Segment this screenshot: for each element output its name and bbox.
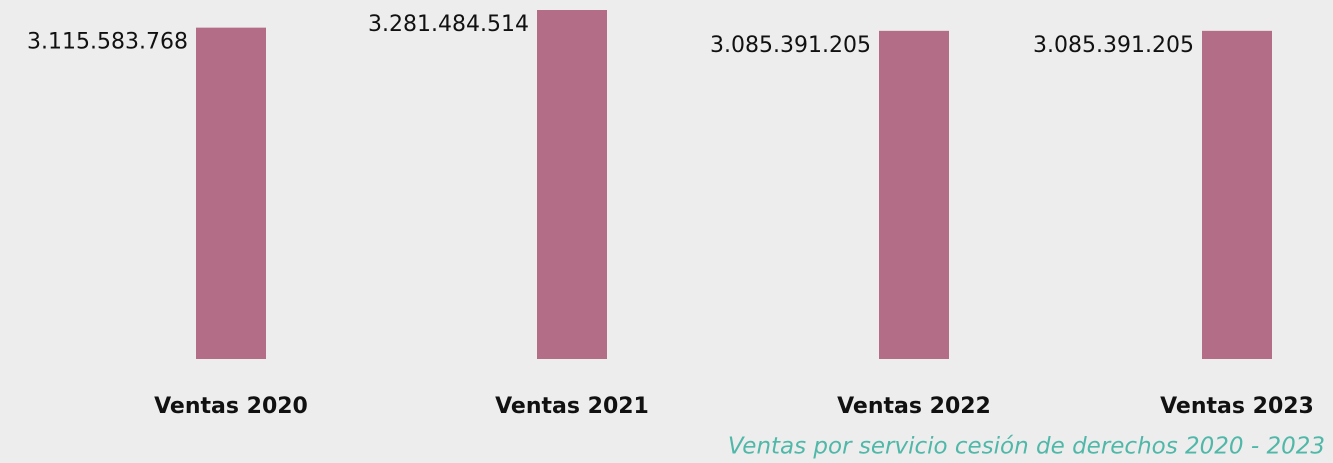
x-tick-label: Ventas 2023 xyxy=(1160,394,1314,419)
value-label: 3.085.391.205 xyxy=(1033,33,1194,58)
x-tick-label: Ventas 2020 xyxy=(154,394,308,419)
value-label: 3.115.583.768 xyxy=(27,30,188,55)
x-tick-label: Ventas 2021 xyxy=(495,394,649,419)
bar xyxy=(1202,30,1272,359)
chart-title: Ventas por servicio cesión de derechos 2… xyxy=(728,434,1325,460)
bar xyxy=(879,30,949,359)
bar xyxy=(537,10,607,359)
value-label: 3.281.484.514 xyxy=(368,12,529,37)
bar xyxy=(196,27,266,360)
value-label: 3.085.391.205 xyxy=(710,33,871,58)
x-tick-label: Ventas 2022 xyxy=(837,394,991,419)
